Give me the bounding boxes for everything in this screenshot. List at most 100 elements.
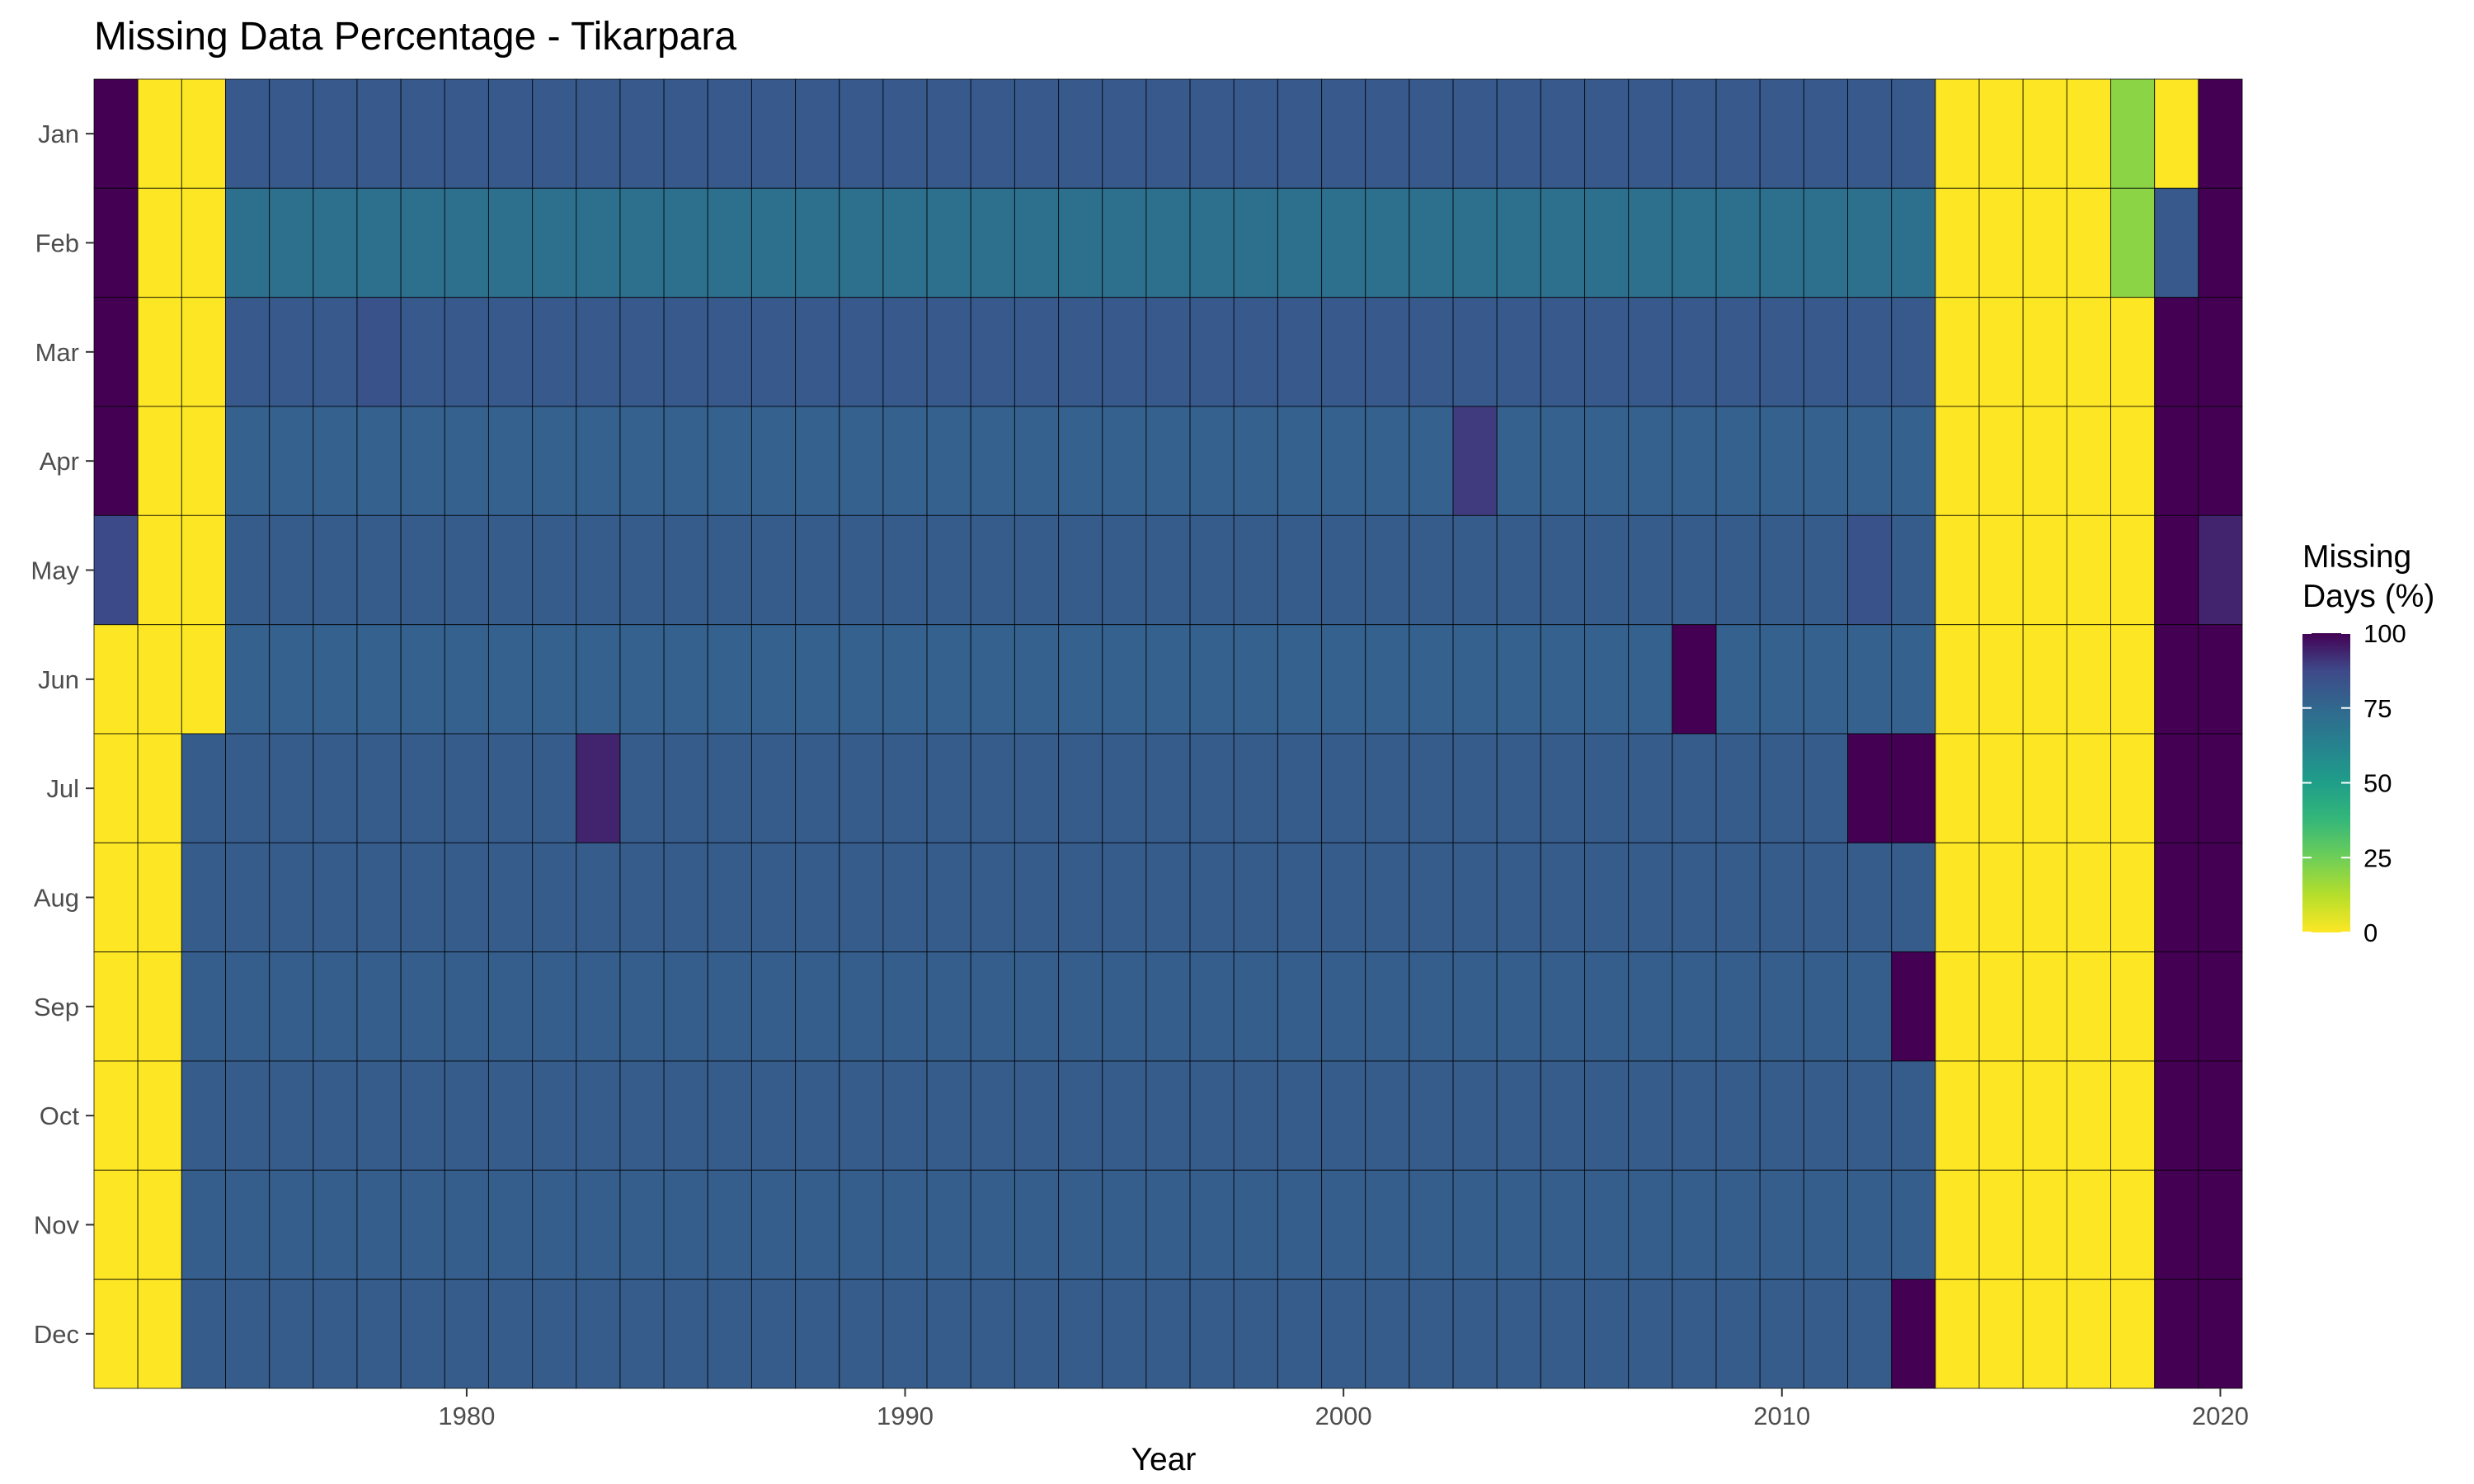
heatmap-cell-jan-1991 [926, 78, 971, 189]
heatmap-cell-jul-2004 [1496, 733, 1541, 843]
heatmap-cell-nov-1989 [839, 1169, 884, 1280]
heatmap-cell-may-2016 [2022, 514, 2067, 626]
heatmap-cell-jun-1994 [1058, 624, 1103, 735]
heatmap-cell-sep-1980 [444, 951, 489, 1062]
heatmap-cell-jun-2017 [2066, 624, 2112, 735]
heatmap-cell-sep-1990 [882, 951, 928, 1062]
heatmap-cell-nov-1986 [707, 1169, 752, 1280]
heatmap-cell-sep-1973 [137, 951, 182, 1062]
heatmap-cell-apr-2016 [2022, 406, 2067, 516]
heatmap-cell-jul-1988 [795, 733, 840, 843]
heatmap-cell-jan-1975 [224, 78, 270, 189]
y-tick-label: Aug [34, 884, 79, 913]
heatmap-cell-feb-2017 [2066, 187, 2112, 298]
heatmap-cell-sep-1998 [1233, 951, 1278, 1062]
heatmap-cell-dec-2018 [2110, 1279, 2156, 1389]
heatmap-cell-nov-1995 [1102, 1169, 1147, 1280]
heatmap-cell-nov-2000 [1321, 1169, 1366, 1280]
heatmap-cell-aug-1990 [882, 842, 928, 953]
heatmap-cell-jul-2019 [2154, 733, 2199, 843]
heatmap-cell-nov-1984 [619, 1169, 665, 1280]
heatmap-cell-jan-2002 [1409, 78, 1454, 189]
heatmap-cell-oct-1974 [181, 1060, 226, 1171]
heatmap-cell-dec-2007 [1628, 1279, 1673, 1389]
heatmap-cell-nov-1975 [224, 1169, 270, 1280]
heatmap-cell-feb-1985 [663, 187, 708, 298]
heatmap-cell-aug-2017 [2066, 842, 2112, 953]
heatmap-cell-dec-1988 [795, 1279, 840, 1389]
heatmap-cell-jan-2015 [1978, 78, 2024, 189]
heatmap-cell-jan-1996 [1145, 78, 1191, 189]
heatmap-cell-feb-1990 [882, 187, 928, 298]
heatmap-cell-jul-1986 [707, 733, 752, 843]
heatmap-cell-oct-2003 [1452, 1060, 1498, 1171]
heatmap-cell-dec-2011 [1803, 1279, 1849, 1389]
legend: Missing Days (%) 0 25 50 75 100 [2302, 539, 2434, 947]
heatmap-cell-nov-2018 [2110, 1169, 2156, 1280]
heatmap-cell-jun-2019 [2154, 624, 2199, 735]
heatmap-cell-mar-1988 [795, 297, 840, 407]
heatmap-cell-jan-1990 [882, 78, 928, 189]
heatmap-cell-nov-2013 [1891, 1169, 1936, 1280]
heatmap-cell-feb-1981 [487, 187, 534, 298]
heatmap-cell-dec-1972 [93, 1279, 139, 1389]
heatmap-cell-aug-1987 [750, 842, 797, 953]
heatmap-cell-dec-1973 [137, 1279, 182, 1389]
y-tick-label: Apr [40, 447, 79, 476]
heatmap-cell-jul-2010 [1759, 733, 1804, 843]
heatmap-cell-apr-2018 [2110, 406, 2156, 516]
heatmap-cell-jun-2009 [1715, 624, 1761, 735]
heatmap-cell-jul-1972 [93, 733, 139, 843]
heatmap-cell-feb-1987 [750, 187, 797, 298]
heatmap-cell-jan-2010 [1759, 78, 1804, 189]
heatmap-cell-feb-1993 [1014, 187, 1060, 298]
heatmap-cell-feb-2015 [1978, 187, 2024, 298]
x-tick-label: 2020 [2192, 1402, 2249, 1430]
heatmap-cell-dec-1998 [1233, 1279, 1278, 1389]
heatmap-cell-apr-1974 [181, 406, 226, 516]
heatmap-cell-sep-2005 [1540, 951, 1586, 1062]
heatmap-cell-jan-2018 [2110, 78, 2156, 189]
heatmap-cell-apr-1990 [882, 406, 928, 516]
heatmap-cell-feb-2011 [1803, 187, 1849, 298]
heatmap-cell-feb-1984 [619, 187, 665, 298]
heatmap-cell-jan-1974 [181, 78, 226, 189]
heatmap-cell-dec-2005 [1540, 1279, 1586, 1389]
heatmap-cell-apr-1975 [224, 406, 270, 516]
heatmap-cell-jul-2005 [1540, 733, 1586, 843]
heatmap-cell-feb-1978 [356, 187, 402, 298]
heatmap-cell-nov-2006 [1584, 1169, 1630, 1280]
heatmap-cell-dec-1992 [970, 1279, 1015, 1389]
heatmap-cell-dec-1974 [181, 1279, 226, 1389]
heatmap-cell-aug-1972 [93, 842, 139, 953]
heatmap-cell-oct-2020 [2198, 1060, 2243, 1171]
heatmap-cell-aug-1995 [1102, 842, 1147, 953]
heatmap-cell-jan-1998 [1233, 78, 1278, 189]
heatmap-cell-jun-1979 [400, 624, 445, 735]
heatmap-cell-apr-1973 [137, 406, 182, 516]
heatmap-cell-aug-1992 [970, 842, 1015, 953]
heatmap-cell-may-1976 [269, 514, 314, 626]
heatmap-cell-jan-1989 [839, 78, 884, 189]
heatmap-cell-may-1980 [444, 514, 489, 626]
heatmap-cell-aug-1997 [1189, 842, 1235, 953]
heatmap-cell-jan-2011 [1803, 78, 1849, 189]
heatmap-cell-jan-2003 [1452, 78, 1498, 189]
heatmap-cell-jan-2006 [1584, 78, 1630, 189]
heatmap-cell-may-1994 [1058, 514, 1103, 626]
heatmap-cell-apr-1988 [795, 406, 840, 516]
heatmap-cell-jul-1984 [619, 733, 665, 843]
heatmap-cell-jan-1979 [400, 78, 445, 189]
heatmap-cell-apr-1986 [707, 406, 752, 516]
heatmap-cell-sep-1974 [181, 951, 226, 1062]
heatmap-cell-aug-2003 [1452, 842, 1498, 953]
heatmap-cell-apr-2003 [1452, 406, 1498, 516]
heatmap-cell-sep-2013 [1891, 951, 1936, 1062]
heatmap-cell-sep-2006 [1584, 951, 1630, 1062]
heatmap-cell-jun-1992 [970, 624, 1015, 735]
heatmap-cell-mar-1991 [926, 297, 971, 407]
heatmap-cell-nov-2009 [1715, 1169, 1761, 1280]
heatmap-cell-dec-2013 [1891, 1279, 1936, 1389]
heatmap-cell-oct-1978 [356, 1060, 402, 1171]
heatmap-cell-mar-2019 [2154, 297, 2199, 407]
